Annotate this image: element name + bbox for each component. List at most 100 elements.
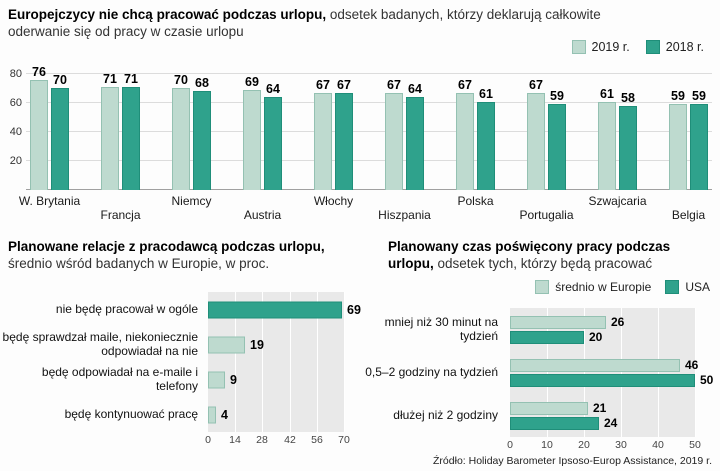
value-label: 64 <box>408 82 422 96</box>
bar <box>510 315 606 329</box>
category-label: Niemcy <box>171 194 212 208</box>
bar-wrap: 61 <box>598 87 616 190</box>
bar-group-row: mniej niż 30 minut na tydzień 26 20 <box>360 308 716 351</box>
bar <box>406 97 424 190</box>
value-label: 68 <box>195 76 209 90</box>
right-chart-title: Planowany czas poświęcony pracy podczas … <box>388 238 706 272</box>
bar-cell: 69 <box>208 292 361 327</box>
legend-item-europe: średnio w Europie <box>535 280 651 294</box>
gridline <box>26 102 712 103</box>
value-label: 69 <box>245 75 259 89</box>
value-label: 59 <box>550 89 564 103</box>
bar-group: 67 59 Portugalia <box>519 78 573 222</box>
bar <box>510 373 695 387</box>
bar-wrap: 71 <box>122 72 140 190</box>
bar <box>208 301 342 318</box>
bar <box>264 97 282 190</box>
left-chart-title: Planowane relacje z pracodawcą podczas u… <box>8 238 338 272</box>
category-label: będę sprawdzał maile, niekoniecznie odpo… <box>2 329 198 358</box>
x-tick-label: 70 <box>338 434 350 446</box>
value-label: 61 <box>479 87 493 101</box>
x-tick-label: 42 <box>284 434 296 446</box>
category-label: Szwajcaria <box>588 194 647 208</box>
value-label: 19 <box>250 337 264 352</box>
bar-line: 21 <box>510 401 716 415</box>
bar-row: będę kontynuować pracę 4 <box>0 397 356 432</box>
bar <box>477 102 495 190</box>
category-label: 0,5–2 godziny na tydzień <box>365 364 498 379</box>
bar <box>690 104 708 190</box>
category-label: Portugalia <box>519 208 574 222</box>
x-tick-label: 56 <box>311 434 323 446</box>
bar-wrap: 64 <box>406 82 424 190</box>
bar <box>101 87 119 190</box>
legend-label-2018: 2018 r. <box>665 40 704 54</box>
bar-cell: 9 <box>208 362 356 397</box>
category-label: Francja <box>100 208 141 222</box>
bar-group: 59 59 Belgia <box>669 89 708 222</box>
legend-item-usa: USA <box>665 280 710 294</box>
value-label: 26 <box>611 315 625 329</box>
category-label: nie będę pracował w ogóle <box>55 301 198 316</box>
bar-cell: 46 50 <box>510 351 716 394</box>
gridline <box>26 160 712 161</box>
bar <box>598 102 616 190</box>
right-rows: 0 10 20 30 40 50 mniej niż 30 minut na tydzień… <box>360 308 716 463</box>
bar-wrap: 67 <box>335 78 353 190</box>
value-label: 58 <box>621 91 635 105</box>
bar-group-row: dłużej niż 2 godziny 21 24 <box>360 394 716 437</box>
category-label: Polska <box>457 194 494 208</box>
bar <box>510 358 680 372</box>
bar <box>30 80 48 190</box>
bar-wrap: 59 <box>690 89 708 190</box>
bar <box>314 93 332 190</box>
gridline <box>26 131 712 132</box>
category-label: Austria <box>243 208 282 222</box>
right-chart: Planowany czas poświęcony pracy podczas … <box>360 232 720 471</box>
category-label: będę kontynuować pracę <box>64 406 198 421</box>
bar-wrap: 70 <box>51 73 69 190</box>
y-tick-label: 60 <box>9 97 22 109</box>
value-label: 67 <box>458 78 472 92</box>
bar-wrap: 71 <box>101 72 119 190</box>
bar-group-row: 0,5–2 godziny na tydzień 46 50 <box>360 351 716 394</box>
right-chart-title-bold: Planowany czas poświęcony pracy podczas … <box>388 239 671 271</box>
bar <box>456 93 474 190</box>
bar-cell: 19 <box>208 327 356 362</box>
x-tick-label: 14 <box>229 434 241 446</box>
value-label: 24 <box>604 416 618 430</box>
bar-group: 69 64 Austria <box>243 75 282 222</box>
bar <box>122 87 140 190</box>
value-label: 69 <box>347 302 361 317</box>
value-label: 21 <box>593 401 607 415</box>
value-label: 61 <box>600 87 614 101</box>
bar-wrap: 58 <box>619 91 637 190</box>
top-chart: 76 70 W. Brytania 71 71 Francja 70 68 Niemcy 69 64… <box>0 65 720 222</box>
legend-swatch-2019 <box>571 40 586 54</box>
bar-wrap: 67 <box>385 78 403 190</box>
bar-wrap: 67 <box>314 78 332 190</box>
value-label: 59 <box>692 89 706 103</box>
bar-group: 70 68 Niemcy <box>171 73 211 208</box>
value-label: 4 <box>221 407 228 422</box>
bar-wrap: 59 <box>548 89 566 190</box>
category-label: dłużej niż 2 godziny <box>393 407 498 422</box>
bar-line: 24 <box>510 416 716 430</box>
bar <box>208 371 225 388</box>
x-tick-label: 0 <box>507 439 513 451</box>
bar-wrap: 67 <box>527 78 545 190</box>
gridline <box>695 308 696 437</box>
source-note: Źródło: Holiday Barometer Ipsoso-Europ A… <box>433 455 712 467</box>
bar-group: 67 67 Włochy <box>314 78 353 208</box>
gridline <box>235 292 236 432</box>
gridline <box>262 292 263 432</box>
bar-wrap: 76 <box>30 65 48 190</box>
bar <box>548 104 566 190</box>
category-label: Włochy <box>313 194 354 208</box>
value-label: 20 <box>589 330 603 344</box>
main-title: Europejczycy nie chcą pracować podczas u… <box>8 6 663 40</box>
bar-group: 67 64 Hiszpania <box>378 78 431 222</box>
bar-row: będę odpowiadał na e-maile i telefony 9 <box>0 362 356 397</box>
legend-swatch-usa <box>665 280 680 294</box>
